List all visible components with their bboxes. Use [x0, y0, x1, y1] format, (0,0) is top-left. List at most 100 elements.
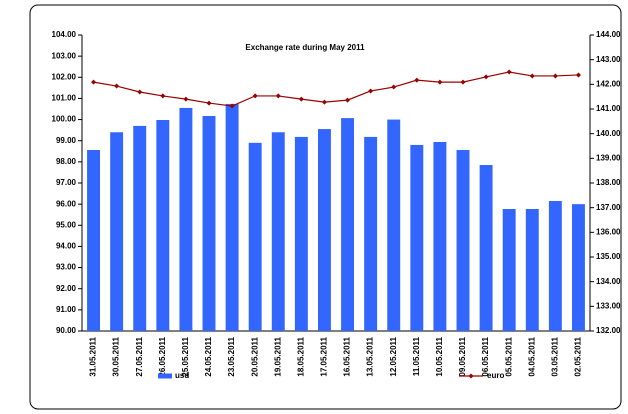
bar	[525, 209, 539, 331]
x-tick-label: 26.05.2011	[158, 336, 167, 376]
y-tick-label: 103.00	[52, 51, 77, 60]
bar	[479, 165, 493, 331]
bar	[248, 142, 262, 331]
x-tick-label: 11.05.2011	[412, 336, 421, 376]
y-tick-label: 91.00	[56, 305, 77, 314]
y2-tick-label: 138.00	[596, 178, 621, 187]
line	[93, 71, 579, 107]
marker	[391, 84, 397, 90]
y2-tick-label: 143.00	[596, 55, 621, 64]
bar	[294, 136, 308, 331]
bar	[110, 132, 124, 331]
marker	[552, 73, 558, 79]
x-tick-label: 25.05.2011	[181, 336, 190, 376]
marker	[414, 77, 420, 83]
x-tick-label: 04.05.2011	[527, 336, 536, 376]
bar	[364, 136, 378, 331]
legend-label: euro	[487, 371, 504, 380]
x-tick-label: 24.05.2011	[204, 336, 213, 376]
marker	[137, 89, 143, 95]
y-tick-label: 100.00	[52, 115, 77, 124]
legend-swatch	[158, 373, 172, 379]
y-tick-label: 90.00	[56, 326, 77, 335]
marker	[114, 83, 120, 89]
x-tick-label: 18.05.2011	[296, 336, 305, 376]
bar	[271, 132, 285, 331]
marker	[275, 93, 281, 99]
x-tick-label: 31.05.2011	[89, 336, 98, 376]
y-tick-label: 94.00	[56, 242, 77, 251]
y-tick-label: 97.00	[56, 178, 77, 187]
legend-label: usd	[175, 371, 189, 380]
x-tick-label: 10.05.2011	[435, 336, 444, 376]
bar	[179, 107, 193, 331]
y-tick-label: 93.00	[56, 263, 77, 272]
y2-tick-label: 135.00	[596, 252, 621, 261]
legend-marker	[468, 373, 474, 379]
x-tick-label: 09.05.2011	[458, 336, 467, 376]
marker	[437, 79, 443, 85]
y-tick-label: 101.00	[52, 94, 77, 103]
x-tick-label: 06.05.2011	[481, 336, 490, 376]
marker	[529, 73, 535, 79]
marker	[183, 96, 189, 102]
marker	[321, 99, 327, 105]
bar	[433, 141, 447, 331]
marker	[483, 74, 489, 80]
marker	[91, 79, 97, 85]
x-tick-label: 19.05.2011	[273, 336, 282, 376]
x-tick-label: 23.05.2011	[227, 336, 236, 376]
y-tick-label: 96.00	[56, 199, 77, 208]
y-tick-label: 95.00	[56, 220, 77, 229]
y2-tick-label: 142.00	[596, 79, 621, 88]
marker	[229, 103, 235, 109]
marker	[160, 93, 166, 99]
x-tick-label: 03.05.2011	[550, 336, 559, 376]
marker	[575, 72, 581, 78]
y2-tick-label: 136.00	[596, 227, 621, 236]
bar	[225, 103, 239, 331]
y2-tick-label: 134.00	[596, 277, 621, 286]
y2-tick-label: 133.00	[596, 301, 621, 310]
y-tick-label: 104.00	[52, 30, 77, 39]
y-tick-label: 99.00	[56, 136, 77, 145]
y2-tick-label: 132.00	[596, 326, 621, 335]
bar	[456, 150, 470, 331]
bar	[317, 129, 331, 331]
marker	[206, 100, 212, 106]
y2-tick-label: 141.00	[596, 104, 621, 113]
x-tick-label: 17.05.2011	[320, 336, 329, 376]
bar	[502, 209, 516, 331]
bar	[571, 204, 585, 331]
bar	[202, 115, 216, 331]
bar	[87, 150, 101, 331]
x-tick-label: 12.05.2011	[389, 336, 398, 376]
bar	[156, 119, 170, 331]
marker	[298, 96, 304, 102]
bar	[548, 200, 562, 331]
y2-tick-label: 137.00	[596, 203, 621, 212]
y-tick-label: 92.00	[56, 284, 77, 293]
marker	[345, 97, 351, 103]
x-tick-label: 20.05.2011	[250, 336, 259, 376]
x-tick-label: 30.05.2011	[112, 336, 121, 376]
y-tick-label: 102.00	[52, 72, 77, 81]
y-tick-label: 98.00	[56, 157, 77, 166]
marker	[460, 79, 466, 85]
bar	[387, 119, 401, 331]
x-tick-label: 13.05.2011	[366, 336, 375, 376]
y2-tick-label: 139.00	[596, 153, 621, 162]
y2-tick-label: 144.00	[596, 30, 621, 39]
marker	[506, 69, 512, 75]
x-tick-label: 16.05.2011	[343, 336, 352, 376]
bar	[133, 125, 147, 332]
bar	[410, 144, 424, 331]
marker	[252, 93, 258, 99]
x-tick-label: 05.05.2011	[504, 336, 513, 376]
x-tick-label: 02.05.2011	[574, 336, 583, 376]
marker	[368, 88, 374, 94]
y2-tick-label: 140.00	[596, 129, 621, 138]
bar	[341, 118, 355, 331]
x-tick-label: 27.05.2011	[135, 336, 144, 376]
